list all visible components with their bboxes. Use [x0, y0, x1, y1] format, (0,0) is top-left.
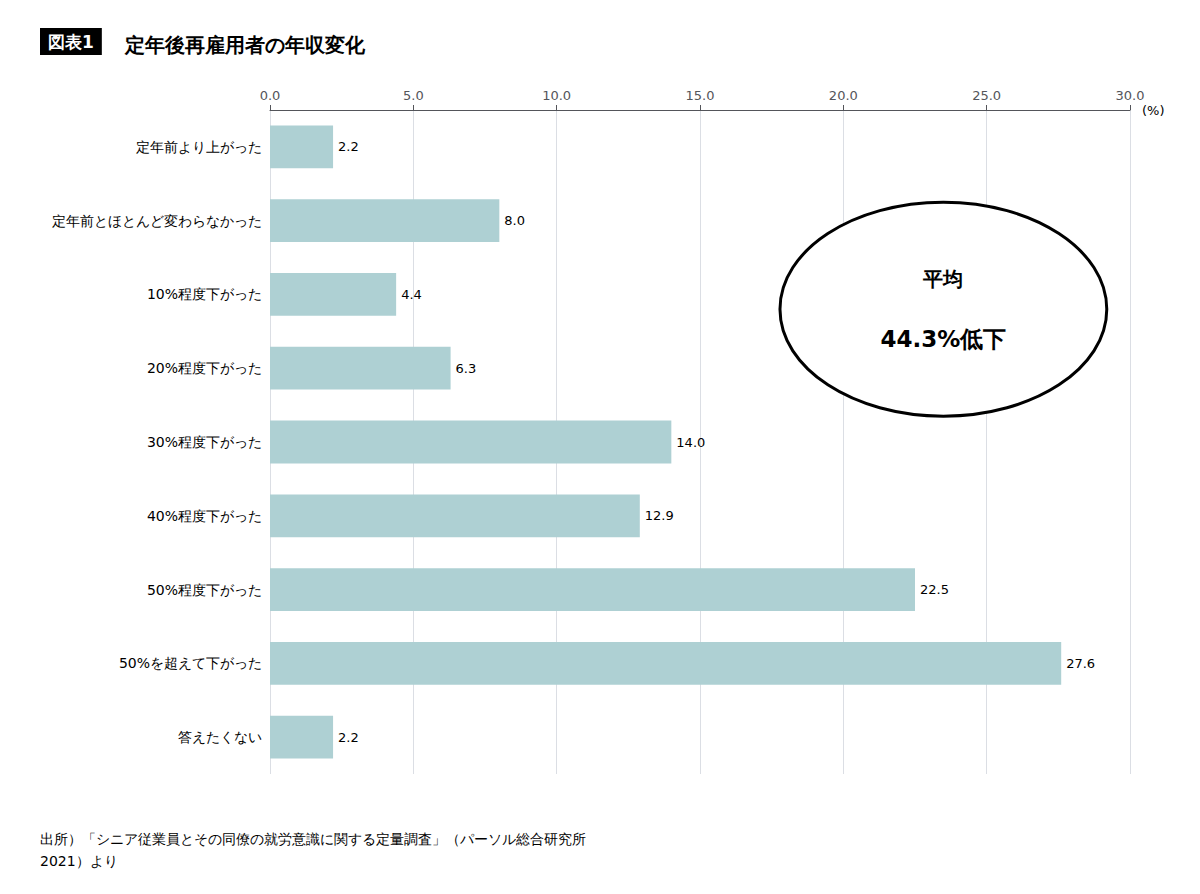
svg-text:44.3%低下: 44.3%低下: [880, 326, 1006, 352]
svg-text:出所）「シニア従業員とその同僚の就労意識に関する定量調査」（: 出所）「シニア従業員とその同僚の就労意識に関する定量調査」（パーソル総合研究所: [40, 831, 586, 847]
svg-text:6.3: 6.3: [456, 361, 477, 376]
svg-text:50%程度下がった: 50%程度下がった: [147, 582, 262, 598]
svg-text:2.2: 2.2: [338, 139, 359, 154]
svg-text:25.0: 25.0: [972, 88, 1001, 103]
svg-text:20.0: 20.0: [829, 88, 858, 103]
svg-text:27.6: 27.6: [1066, 656, 1095, 671]
svg-text:平均: 平均: [922, 267, 963, 291]
svg-text:定年前より上がった: 定年前より上がった: [136, 139, 262, 155]
svg-text:22.5: 22.5: [920, 582, 949, 597]
svg-text:図表1: 図表1: [48, 32, 94, 52]
svg-text:5.0: 5.0: [403, 88, 424, 103]
svg-text:20%程度下がった: 20%程度下がった: [147, 360, 262, 376]
svg-text:定年前とほとんど変わらなかった: 定年前とほとんど変わらなかった: [52, 213, 262, 229]
svg-text:2021）より: 2021）より: [40, 853, 118, 869]
svg-text:8.0: 8.0: [504, 213, 525, 228]
svg-text:15.0: 15.0: [686, 88, 715, 103]
svg-text:(%): (%): [1142, 103, 1165, 118]
svg-text:30%程度下がった: 30%程度下がった: [147, 434, 262, 450]
svg-text:10%程度下がった: 10%程度下がった: [147, 286, 262, 302]
svg-text:12.9: 12.9: [645, 508, 674, 523]
svg-text:50%を超えて下がった: 50%を超えて下がった: [119, 655, 262, 671]
svg-text:2.2: 2.2: [338, 730, 359, 745]
svg-text:定年後再雇用者の年収変化: 定年後再雇用者の年収変化: [124, 33, 366, 57]
svg-text:10.0: 10.0: [542, 88, 571, 103]
svg-text:14.0: 14.0: [676, 435, 705, 450]
svg-text:30.0: 30.0: [1116, 88, 1145, 103]
svg-text:40%程度下がった: 40%程度下がった: [147, 508, 262, 524]
svg-text:4.4: 4.4: [401, 287, 422, 302]
svg-text:答えたくない: 答えたくない: [178, 729, 262, 745]
svg-text:0.0: 0.0: [260, 88, 281, 103]
